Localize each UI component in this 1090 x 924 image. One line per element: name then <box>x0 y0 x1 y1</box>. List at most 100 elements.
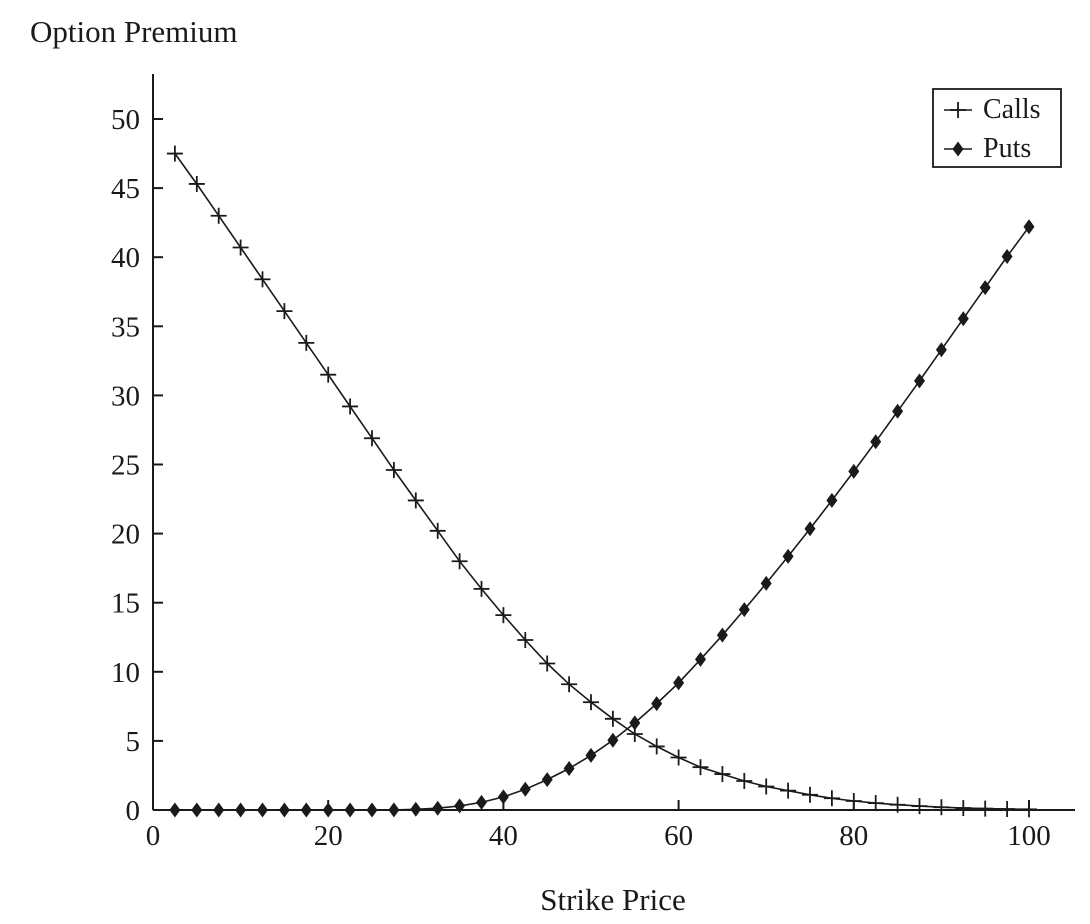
legend-diamond-icon <box>952 141 964 157</box>
legend: Calls Puts <box>932 88 1062 168</box>
point-puts <box>563 761 575 777</box>
point-puts <box>235 802 247 818</box>
point-calls <box>648 738 665 755</box>
y-tick-label: 0 <box>126 795 141 827</box>
point-calls <box>188 175 205 192</box>
point-calls <box>429 522 446 539</box>
x-tick-label: 40 <box>489 820 518 852</box>
point-puts <box>278 802 290 818</box>
point-calls <box>561 676 578 693</box>
point-puts <box>300 802 312 818</box>
point-puts <box>957 311 969 327</box>
point-calls <box>166 145 183 162</box>
y-tick-label: 25 <box>111 450 140 482</box>
point-puts <box>848 463 860 479</box>
point-puts <box>804 521 816 537</box>
point-puts <box>935 342 947 358</box>
point-calls <box>802 786 818 803</box>
y-tick-label: 40 <box>111 242 140 274</box>
point-calls <box>407 492 424 509</box>
point-puts <box>629 715 641 731</box>
x-tick-label: 100 <box>1007 820 1051 852</box>
point-calls <box>670 749 687 766</box>
point-calls <box>736 772 753 789</box>
legend-puts-marker <box>944 141 972 157</box>
point-calls <box>583 694 599 711</box>
legend-calls-marker <box>944 102 972 118</box>
point-calls <box>517 632 534 649</box>
y-tick-label: 5 <box>126 726 141 758</box>
x-tick-label: 80 <box>839 820 868 852</box>
legend-label-puts: Puts <box>983 133 1031 164</box>
point-puts <box>695 651 706 667</box>
point-calls <box>867 795 884 812</box>
point-calls <box>692 759 709 776</box>
point-calls <box>495 607 512 624</box>
point-puts <box>979 280 991 296</box>
point-puts <box>497 789 509 805</box>
point-calls <box>758 778 775 795</box>
point-calls <box>320 366 337 383</box>
y-axis-ticks: 0 5 10 15 20 25 30 35 40 45 50 <box>111 104 163 827</box>
point-calls <box>451 553 468 570</box>
point-calls <box>254 271 271 288</box>
point-calls <box>232 239 249 256</box>
x-tick-label: 20 <box>314 820 343 852</box>
legend-label-calls: Calls <box>983 94 1041 125</box>
plot-series <box>166 145 1037 818</box>
y-tick-label: 50 <box>111 104 140 136</box>
point-calls <box>845 793 862 810</box>
point-puts <box>169 802 181 818</box>
y-tick-label: 10 <box>111 657 140 689</box>
point-calls <box>342 398 359 415</box>
point-puts <box>716 627 728 643</box>
legend-box <box>932 88 1062 168</box>
point-calls <box>385 462 402 479</box>
point-calls <box>473 580 490 597</box>
point-calls <box>714 766 731 783</box>
x-axis-ticks: 0 20 40 60 80 100 <box>146 800 1051 852</box>
point-calls <box>911 798 928 815</box>
point-puts <box>454 798 466 814</box>
y-tick-label: 15 <box>111 588 140 620</box>
point-puts <box>892 403 904 419</box>
x-axis-title: Strike Price <box>540 882 686 917</box>
series-line-calls <box>174 153 1030 811</box>
y-tick-label: 35 <box>111 311 140 343</box>
point-puts <box>257 802 268 818</box>
point-calls <box>298 334 315 351</box>
point-calls <box>933 799 950 816</box>
point-puts <box>651 696 663 712</box>
point-puts <box>388 802 400 818</box>
y-tick-label: 45 <box>111 173 140 205</box>
point-puts <box>585 747 597 763</box>
point-puts <box>344 802 356 818</box>
point-calls <box>604 710 621 727</box>
x-tick-label: 0 <box>146 820 161 852</box>
point-puts <box>213 802 225 818</box>
legend-plus-icon <box>950 102 966 118</box>
y-tick-label: 20 <box>111 519 140 551</box>
x-tick-label: 60 <box>664 820 693 852</box>
y-tick-label: 30 <box>111 380 140 412</box>
point-puts <box>738 602 750 618</box>
point-calls <box>276 303 293 320</box>
point-puts <box>673 675 685 691</box>
point-puts <box>760 575 772 591</box>
point-puts <box>476 794 487 810</box>
point-calls <box>1021 801 1037 818</box>
point-calls <box>999 801 1016 818</box>
point-calls <box>955 800 972 817</box>
y-axis-title: Option Premium <box>30 14 238 49</box>
point-calls <box>539 655 556 672</box>
point-puts <box>607 732 619 748</box>
point-puts <box>191 802 203 818</box>
point-puts <box>1023 219 1035 235</box>
point-calls <box>210 207 227 224</box>
point-puts <box>432 800 444 816</box>
point-puts <box>1001 249 1013 265</box>
point-puts <box>366 802 378 818</box>
point-puts <box>782 548 794 564</box>
point-calls <box>977 800 994 817</box>
